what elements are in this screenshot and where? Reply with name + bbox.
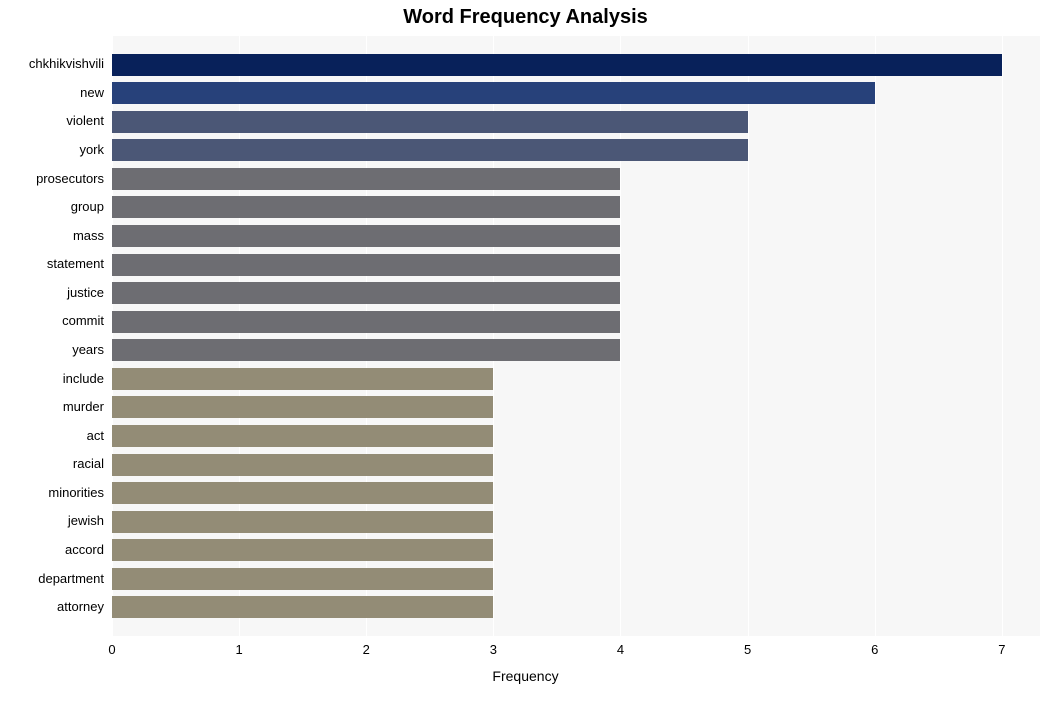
- y-tick-label: prosecutors: [0, 165, 104, 194]
- bar: [112, 111, 748, 133]
- x-tick-label: 4: [617, 642, 624, 657]
- y-tick-label: justice: [0, 279, 104, 308]
- y-tick-label: accord: [0, 536, 104, 565]
- y-tick-label: chkhikvishvili: [0, 50, 104, 79]
- y-tick-label: racial: [0, 450, 104, 479]
- plot-area: [112, 36, 1040, 636]
- x-tick-label: 0: [108, 642, 115, 657]
- x-tick-label: 7: [998, 642, 1005, 657]
- y-tick-label: minorities: [0, 479, 104, 508]
- word-frequency-chart: Word Frequency Analysis Frequency 0 1 2 3 4 5…: [0, 0, 1051, 701]
- gridline: [748, 36, 749, 636]
- y-tick-label: years: [0, 336, 104, 365]
- x-tick-label: 5: [744, 642, 751, 657]
- y-tick-label: jewish: [0, 507, 104, 536]
- y-tick-label: group: [0, 193, 104, 222]
- bar: [112, 311, 620, 333]
- y-tick-label: department: [0, 565, 104, 594]
- bar: [112, 425, 493, 447]
- bar: [112, 168, 620, 190]
- bar: [112, 54, 1002, 76]
- chart-title: Word Frequency Analysis: [0, 6, 1051, 29]
- y-tick-label: violent: [0, 107, 104, 136]
- y-tick-label: include: [0, 365, 104, 394]
- bar: [112, 82, 875, 104]
- bar: [112, 139, 748, 161]
- x-tick-label: 3: [490, 642, 497, 657]
- x-tick-label: 6: [871, 642, 878, 657]
- y-tick-label: mass: [0, 222, 104, 251]
- bar: [112, 225, 620, 247]
- bar: [112, 539, 493, 561]
- y-tick-label: commit: [0, 307, 104, 336]
- y-tick-label: act: [0, 422, 104, 451]
- x-axis-title: Frequency: [0, 668, 1051, 684]
- x-tick-label: 2: [363, 642, 370, 657]
- y-tick-label: statement: [0, 250, 104, 279]
- bar: [112, 368, 493, 390]
- y-tick-label: murder: [0, 393, 104, 422]
- bar: [112, 511, 493, 533]
- bar: [112, 482, 493, 504]
- y-tick-label: attorney: [0, 593, 104, 622]
- gridline: [1002, 36, 1003, 636]
- bar: [112, 568, 493, 590]
- bar: [112, 396, 493, 418]
- bar: [112, 596, 493, 618]
- bar: [112, 339, 620, 361]
- y-tick-label: york: [0, 136, 104, 165]
- bar: [112, 254, 620, 276]
- bar: [112, 282, 620, 304]
- y-tick-label: new: [0, 79, 104, 108]
- bar: [112, 454, 493, 476]
- bar: [112, 196, 620, 218]
- gridline: [875, 36, 876, 636]
- x-tick-label: 1: [235, 642, 242, 657]
